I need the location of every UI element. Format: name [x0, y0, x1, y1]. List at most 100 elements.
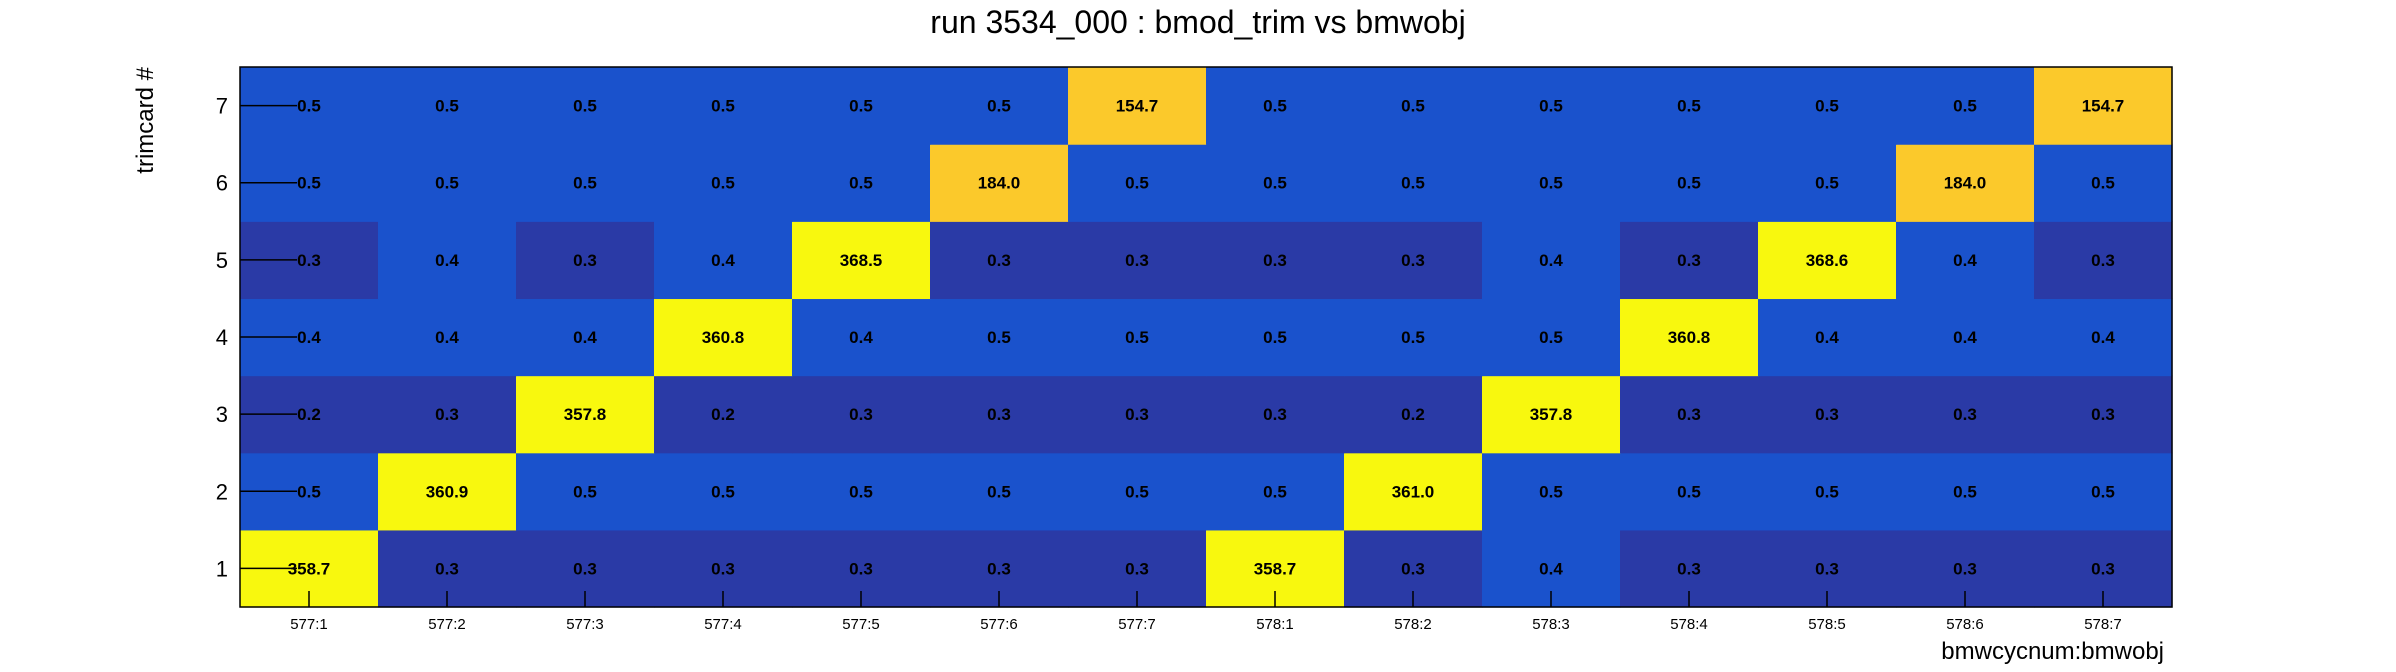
cell-value-label: 368.5	[840, 251, 883, 270]
cell-value-label: 0.5	[987, 328, 1011, 347]
heatmap-cell	[1758, 67, 1897, 145]
cell-value-label: 357.8	[564, 405, 607, 424]
cell-value-label: 184.0	[978, 174, 1021, 193]
heatmap-cell	[516, 375, 655, 454]
heatmap-cell	[2034, 67, 2173, 145]
heatmap-cell	[1344, 452, 1483, 531]
heatmap-cell	[1758, 298, 1897, 377]
heatmap-cell	[378, 375, 517, 454]
heatmap-cell	[654, 452, 793, 531]
x-tick-label: 577:1	[290, 616, 328, 633]
cell-value-label: 0.4	[297, 328, 321, 347]
cell-value-label: 0.5	[1815, 174, 1839, 193]
y-tick-label: 3	[216, 402, 228, 427]
cell-value-label: 0.5	[1401, 328, 1425, 347]
heatmap-cell	[654, 298, 793, 377]
cell-value-label: 0.5	[987, 482, 1011, 501]
cell-value-label: 0.4	[2091, 328, 2115, 347]
cell-value-label: 0.4	[1815, 328, 1839, 347]
cell-value-label: 0.3	[435, 405, 459, 424]
heatmap-cell	[1068, 375, 1207, 454]
heatmap-cell	[516, 452, 655, 531]
heatmap-cell	[1206, 221, 1345, 300]
y-tick-label: 1	[216, 556, 228, 581]
cell-value-label: 0.3	[1125, 559, 1149, 578]
heatmap-cell	[1896, 144, 2035, 222]
heatmap-cells	[240, 67, 2173, 608]
heatmap-cell	[1068, 298, 1207, 377]
heatmap-cell	[1344, 375, 1483, 454]
x-tick-label: 578:4	[1670, 616, 1708, 633]
cell-value-label: 0.5	[297, 482, 321, 501]
cell-value-label: 0.3	[1815, 405, 1839, 424]
heatmap-cell-labels: 358.7 0.3 0.3 0.3 0.3 0.3 0.3 358.7 0.3 0.4 0.3 0.3…	[288, 97, 2125, 579]
cell-value-label: 0.3	[1677, 405, 1701, 424]
cell-value-label: 0.5	[573, 482, 597, 501]
cell-value-label: 360.8	[702, 328, 745, 347]
cell-value-label: 0.3	[1263, 405, 1287, 424]
heatmap-cell	[1482, 221, 1621, 300]
heatmap-cell	[1206, 298, 1345, 377]
heatmap-cell	[1620, 144, 1759, 222]
x-axis-ticks: 577:1 577:2 577:3 577:4 577:5 577:6 577:7 578:1…	[290, 591, 2122, 633]
cell-value-label: 0.2	[1401, 405, 1425, 424]
heatmap-cell	[1482, 452, 1621, 531]
cell-value-label: 0.5	[1677, 97, 1701, 116]
cell-value-label: 0.3	[573, 559, 597, 578]
cell-value-label: 0.3	[435, 559, 459, 578]
heatmap-cell	[792, 298, 931, 377]
cell-value-label: 0.5	[1953, 482, 1977, 501]
heatmap-cell	[1206, 144, 1345, 222]
cell-value-label: 0.5	[1677, 482, 1701, 501]
heatmap-cell	[1896, 67, 2035, 145]
heatmap-cell	[1620, 298, 1759, 377]
cell-value-label: 0.3	[1263, 251, 1287, 270]
cell-value-label: 0.3	[1953, 559, 1977, 578]
heatmap-cell	[2034, 375, 2173, 454]
heatmap-cell	[1482, 375, 1621, 454]
cell-value-label: 0.4	[1953, 328, 1977, 347]
cell-value-label: 154.7	[1116, 97, 1159, 116]
cell-value-label: 0.3	[573, 251, 597, 270]
heatmap-cell	[2034, 221, 2173, 300]
heatmap-cell	[1344, 67, 1483, 145]
heatmap-cell	[1068, 221, 1207, 300]
heatmap-cell	[378, 221, 517, 300]
y-tick-label: 7	[216, 94, 228, 119]
x-axis-title: bmwcycnum:bmwobj	[1941, 638, 2164, 665]
heatmap-cell	[1206, 67, 1345, 145]
cell-value-label: 0.5	[849, 482, 873, 501]
cell-value-label: 0.3	[1125, 405, 1149, 424]
heatmap-cell	[1896, 375, 2035, 454]
cell-value-label: 0.5	[987, 97, 1011, 116]
x-tick-label: 578:1	[1256, 616, 1294, 633]
heatmap-cell	[378, 452, 517, 531]
x-tick-label: 578:7	[2084, 616, 2122, 633]
cell-value-label: 0.3	[987, 559, 1011, 578]
heatmap-cell	[1758, 144, 1897, 222]
cell-value-label: 0.5	[297, 97, 321, 116]
heatmap-cell	[1896, 452, 2035, 531]
cell-value-label: 0.5	[2091, 482, 2115, 501]
cell-value-label: 0.5	[1539, 482, 1563, 501]
cell-value-label: 0.3	[711, 559, 735, 578]
heatmap-cell	[1758, 221, 1897, 300]
cell-value-label: 0.2	[297, 405, 321, 424]
cell-value-label: 0.5	[297, 174, 321, 193]
cell-value-label: 0.3	[1677, 251, 1701, 270]
cell-value-label: 0.5	[1815, 97, 1839, 116]
x-tick-label: 578:2	[1394, 616, 1432, 633]
cell-value-label: 360.9	[426, 482, 469, 501]
cell-value-label: 0.3	[1815, 559, 1839, 578]
cell-value-label: 0.3	[1401, 251, 1425, 270]
x-tick-label: 578:3	[1532, 616, 1570, 633]
cell-value-label: 0.5	[573, 97, 597, 116]
x-tick-label: 577:6	[980, 616, 1018, 633]
cell-value-label: 0.3	[987, 405, 1011, 424]
cell-value-label: 0.5	[573, 174, 597, 193]
cell-value-label: 0.3	[849, 559, 873, 578]
cell-value-label: 0.5	[1263, 328, 1287, 347]
heatmap-cell	[516, 67, 655, 145]
heatmap-cell	[1758, 375, 1897, 454]
cell-value-label: 0.4	[849, 328, 873, 347]
